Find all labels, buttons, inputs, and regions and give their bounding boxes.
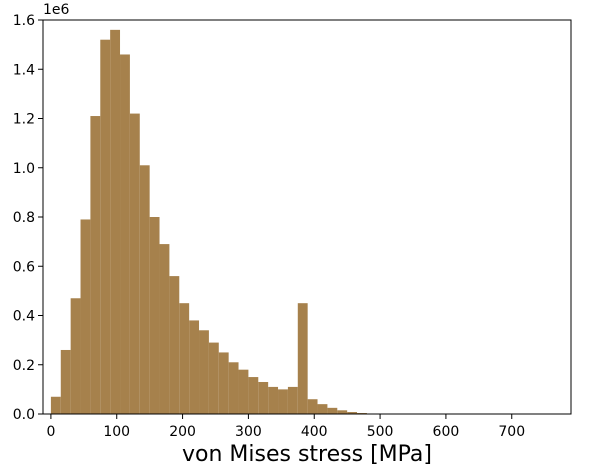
histogram-bar [70, 298, 81, 414]
histogram-bar [278, 389, 288, 414]
histogram-bar [120, 54, 130, 414]
histogram-bar [327, 407, 338, 414]
histogram-bar [287, 386, 298, 414]
histogram-bars [50, 29, 377, 414]
y-axis-multiplier: 1e6 [43, 2, 70, 18]
histogram-bar [169, 276, 180, 414]
histogram-bar [199, 330, 209, 414]
x-tick-label: 0 [46, 424, 55, 440]
histogram-bar [129, 113, 140, 414]
histogram-bar [218, 352, 229, 414]
histogram-bar [100, 39, 111, 414]
histogram-bar [159, 244, 170, 414]
y-tick-label: 1.2 [13, 112, 35, 128]
x-tick-label: 300 [235, 424, 262, 440]
histogram-bar [307, 399, 318, 414]
y-tick-label: 1.0 [13, 161, 35, 177]
y-tick-label: 1.4 [13, 62, 35, 78]
x-tick-label: 500 [367, 424, 394, 440]
histogram-bar [60, 349, 71, 414]
y-axis-ticks: 0.0 0.2 0.4 0.6 0.8 1.0 1.2 1.4 1.6 [13, 13, 43, 423]
histogram-bar [228, 362, 239, 414]
histogram-bar [248, 377, 259, 414]
y-tick-label: 0.8 [13, 210, 35, 226]
y-tick-label: 0.0 [13, 407, 35, 423]
y-tick-label: 1.6 [13, 13, 35, 29]
x-tick-label: 700 [498, 424, 525, 440]
histogram-bar [317, 404, 328, 414]
y-tick-label: 0.2 [13, 358, 35, 374]
histogram-bar [179, 303, 190, 414]
x-axis-ticks: 0 100 200 300 400 500 600 700 [46, 414, 525, 440]
x-axis-title: von Mises stress [MPa] [182, 442, 432, 467]
x-tick-label: 400 [301, 424, 328, 440]
histogram-bar [347, 412, 358, 414]
histogram-bar [110, 29, 121, 414]
y-tick-label: 0.4 [13, 309, 35, 325]
histogram-bar [297, 303, 308, 414]
histogram-bar [149, 217, 160, 414]
histogram-bar [238, 369, 249, 414]
histogram-bar [258, 381, 269, 414]
histogram-bar [189, 320, 200, 414]
histogram-bar [139, 165, 150, 414]
histogram-bar [268, 386, 279, 414]
histogram-bar [80, 219, 91, 414]
x-tick-label: 100 [103, 424, 130, 440]
x-tick-label: 200 [169, 424, 196, 440]
histogram-bar [90, 116, 101, 414]
histogram-bar [208, 342, 219, 414]
x-tick-label: 600 [433, 424, 460, 440]
histogram-bar [337, 410, 348, 414]
histogram-bar [50, 396, 61, 414]
y-tick-label: 0.6 [13, 259, 35, 275]
